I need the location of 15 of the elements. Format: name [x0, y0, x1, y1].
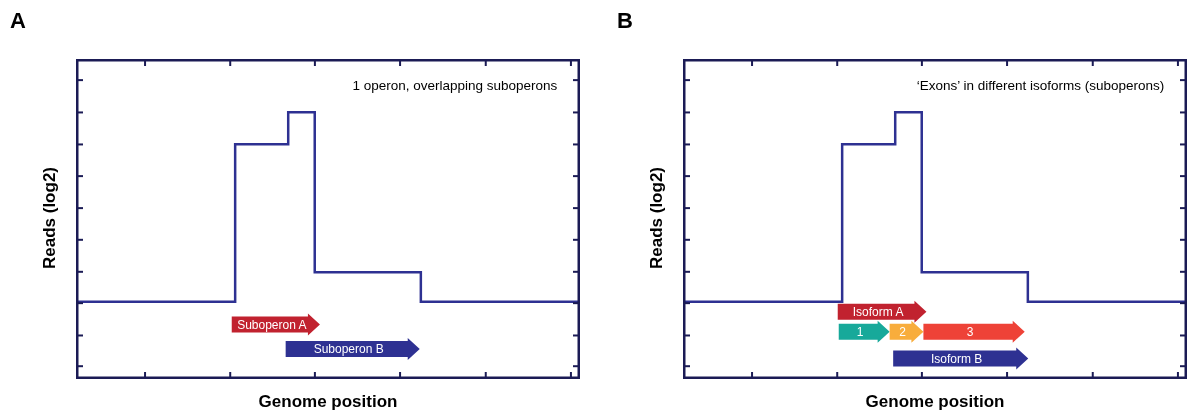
y-axis-title: Reads (log2)	[647, 166, 667, 271]
annotation: 3	[965, 323, 975, 340]
y-axis-title: Reads (log2)	[40, 166, 60, 271]
annotation: Suboperon B	[312, 340, 385, 357]
annotation: 2	[898, 323, 907, 340]
annotation: Suboperon A	[236, 316, 308, 333]
annotation: Isoform B	[930, 350, 984, 367]
x-axis-title: Genome position	[864, 392, 1006, 412]
text: ‘Exons’ in different isoforms (suboperons)	[916, 77, 1165, 93]
annotation: 1	[855, 323, 865, 340]
x-axis-title: Genome position	[257, 392, 399, 412]
chart-title: B	[617, 8, 633, 34]
text: 1 operon, overlapping suboperons	[352, 77, 558, 93]
chart-title: A	[10, 8, 26, 34]
annotation: Isoform A	[851, 303, 905, 320]
